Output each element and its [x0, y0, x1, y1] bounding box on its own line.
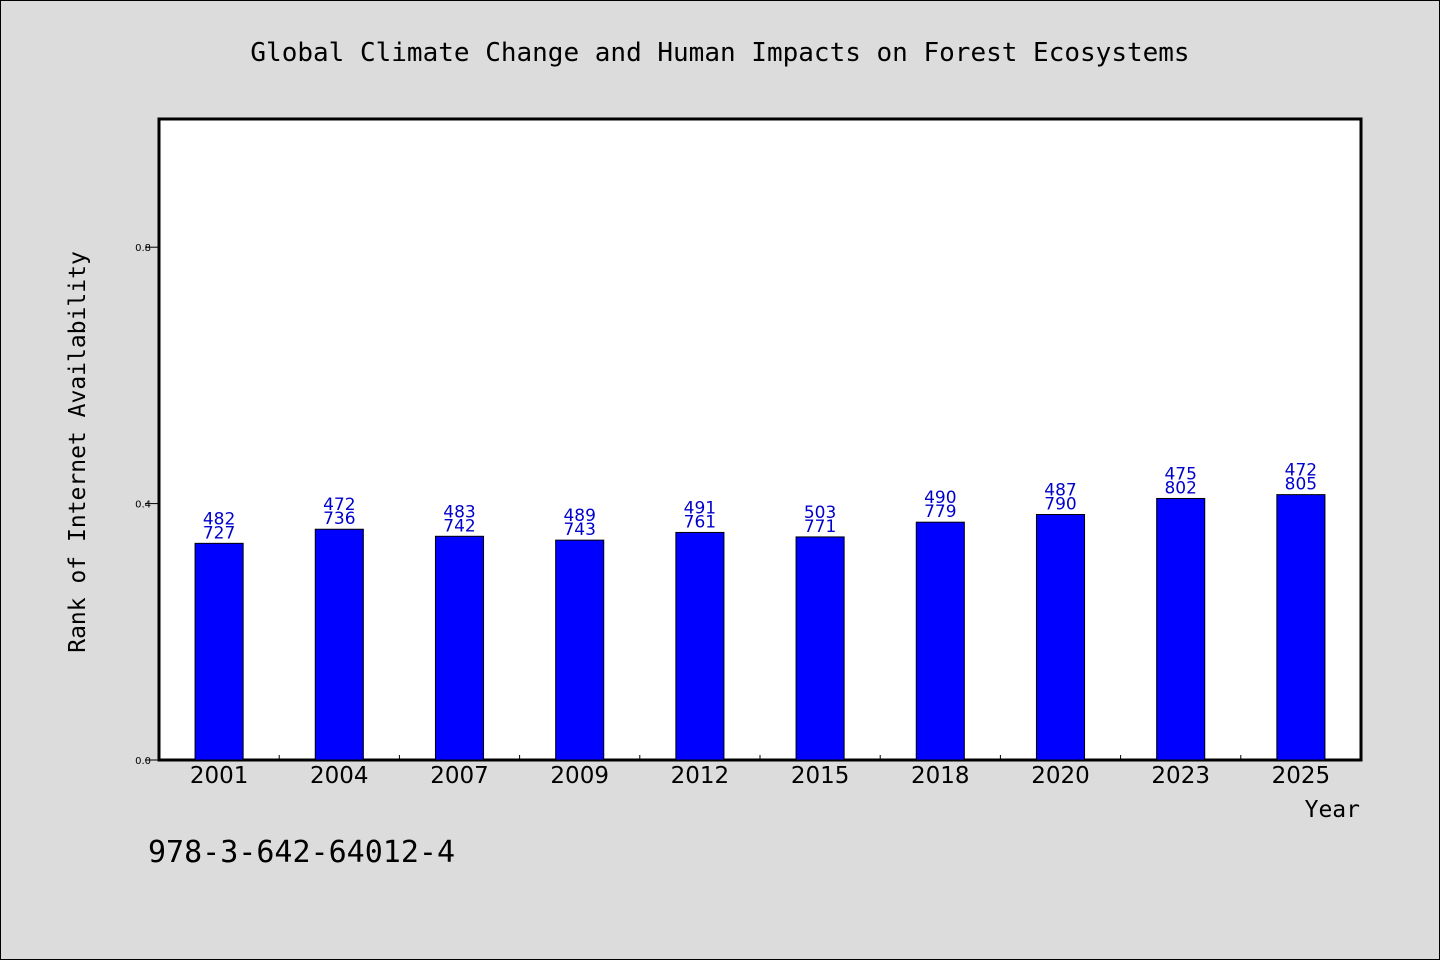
data-label-bottom: 727 [203, 523, 235, 543]
bar-2015 [795, 536, 845, 761]
data-label-top: 483 [443, 502, 475, 522]
data-label-top: 491 [684, 498, 716, 518]
data-label-bottom: 771 [804, 517, 836, 537]
bar-2001 [194, 542, 244, 761]
y-tick-label: 0.4 [135, 500, 151, 511]
chart-title: Global Climate Change and Human Impacts … [250, 38, 1189, 68]
bar-2018 [915, 521, 965, 761]
bar-2007 [434, 535, 485, 761]
data-label-bottom: 742 [443, 516, 475, 536]
data-label-bottom: 761 [684, 512, 716, 532]
bar-2012 [675, 531, 725, 761]
bar-2023 [1156, 497, 1206, 761]
data-label-bottom: 805 [1285, 475, 1317, 495]
isbn-text: 978-3-642-64012-4 [148, 835, 455, 870]
x-tick-label: 2020 [1031, 763, 1090, 789]
data-label-bottom: 779 [924, 502, 956, 522]
data-label-top: 472 [323, 495, 355, 515]
bars [194, 494, 1326, 761]
data-label-bottom: 790 [1044, 494, 1076, 514]
bar-2004 [314, 528, 364, 761]
x-axis-label: Year [1305, 797, 1360, 823]
data-label-bottom: 802 [1164, 478, 1196, 498]
data-label-top: 490 [924, 488, 956, 508]
data-label-top: 475 [1164, 464, 1196, 484]
x-axis: 2001 2004 2007 2009 2012 2015 2018 2020 2023 2025 [190, 755, 1330, 789]
x-tick-label: 2007 [430, 763, 489, 789]
x-tick-label: 2001 [190, 763, 249, 789]
x-tick-label: 2015 [791, 763, 850, 789]
x-tick-label: 2004 [310, 763, 369, 789]
data-label-top: 489 [563, 506, 595, 526]
y-tick-label: 0.8 [135, 243, 151, 254]
x-tick-label: 2025 [1272, 763, 1331, 789]
data-label-bottom: 743 [563, 520, 595, 540]
x-tick-label: 2012 [671, 763, 730, 789]
bar-2020 [1035, 513, 1086, 761]
x-tick-label: 2018 [911, 763, 970, 789]
bar-2009 [555, 539, 605, 761]
bar-2025 [1276, 494, 1326, 761]
y-tick-label: 0.0 [135, 756, 151, 767]
x-tick-label: 2023 [1151, 763, 1210, 789]
data-label-top: 487 [1044, 480, 1076, 500]
x-tick-label: 2009 [550, 763, 609, 789]
y-axis: 0.0 0.4 0.8 [135, 243, 159, 767]
data-label-top: 472 [1285, 461, 1317, 481]
data-label-top: 503 [804, 503, 836, 523]
y-axis-label: Rank of Internet Availability [65, 251, 91, 653]
data-label-bottom: 736 [323, 509, 355, 529]
data-label-top: 482 [203, 509, 235, 529]
